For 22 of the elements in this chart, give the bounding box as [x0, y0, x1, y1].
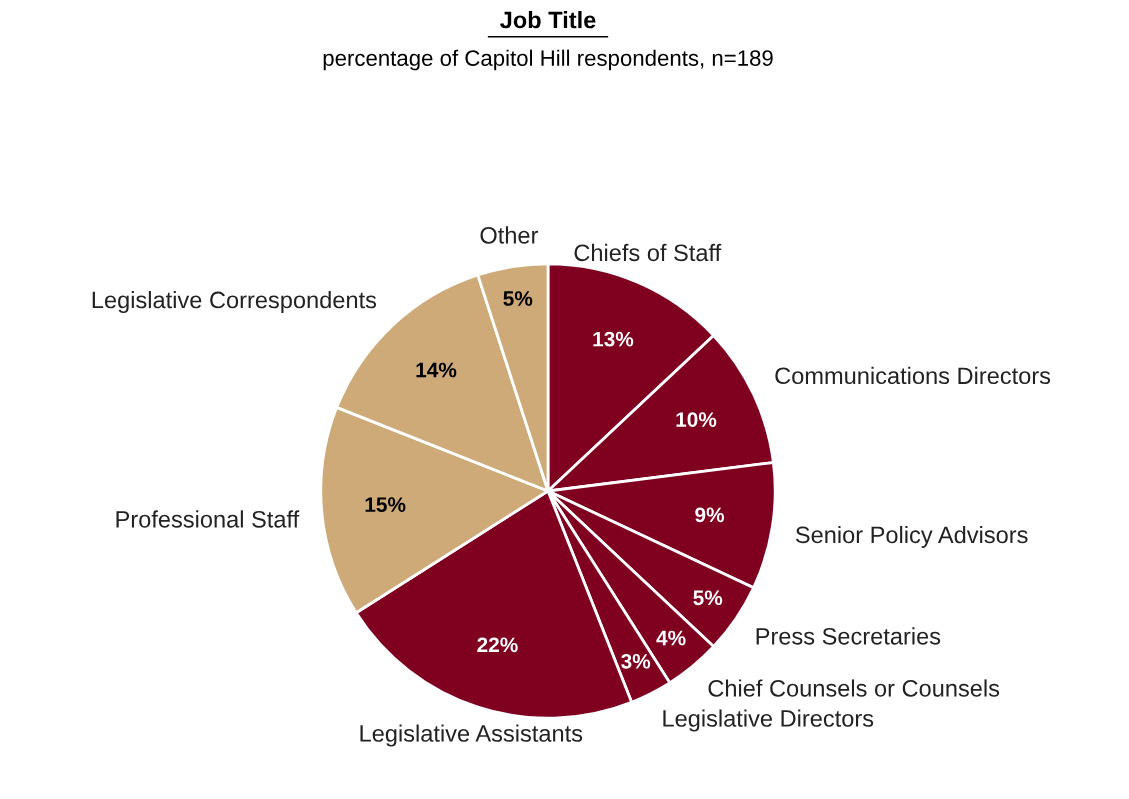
slice-label: Legislative Correspondents [92, 291, 377, 314]
slice-label: Professional Staff [116, 510, 300, 528]
slice-label: Senior Policy Advisors [795, 525, 1028, 548]
slice-label: Legislative Assistants [360, 724, 583, 747]
slice-label: Other [480, 226, 539, 244]
data-label: 9% [695, 507, 725, 523]
slice-label: Chief Counsels or Counsels [708, 679, 1000, 697]
data-label: 10% [676, 412, 717, 427]
chart-subtitle: percentage of Capitol Hill respondents, n=189 [323, 49, 773, 71]
slice-label: Press Secretaries [756, 627, 941, 645]
slice-label: Legislative Directors [663, 709, 874, 732]
slice-label: Chiefs of Staff [574, 243, 722, 262]
data-label: 13% [593, 331, 634, 347]
slice-label: Communications Directors [775, 366, 1051, 385]
chart-title: Job Title [500, 11, 596, 29]
data-label: 5% [503, 291, 533, 306]
data-label: 3% [621, 653, 651, 669]
data-label: 4% [656, 630, 686, 646]
data-label: 22% [477, 637, 518, 653]
data-label: 15% [365, 497, 406, 512]
data-label: 14% [416, 362, 457, 378]
data-label: 5% [693, 590, 723, 606]
